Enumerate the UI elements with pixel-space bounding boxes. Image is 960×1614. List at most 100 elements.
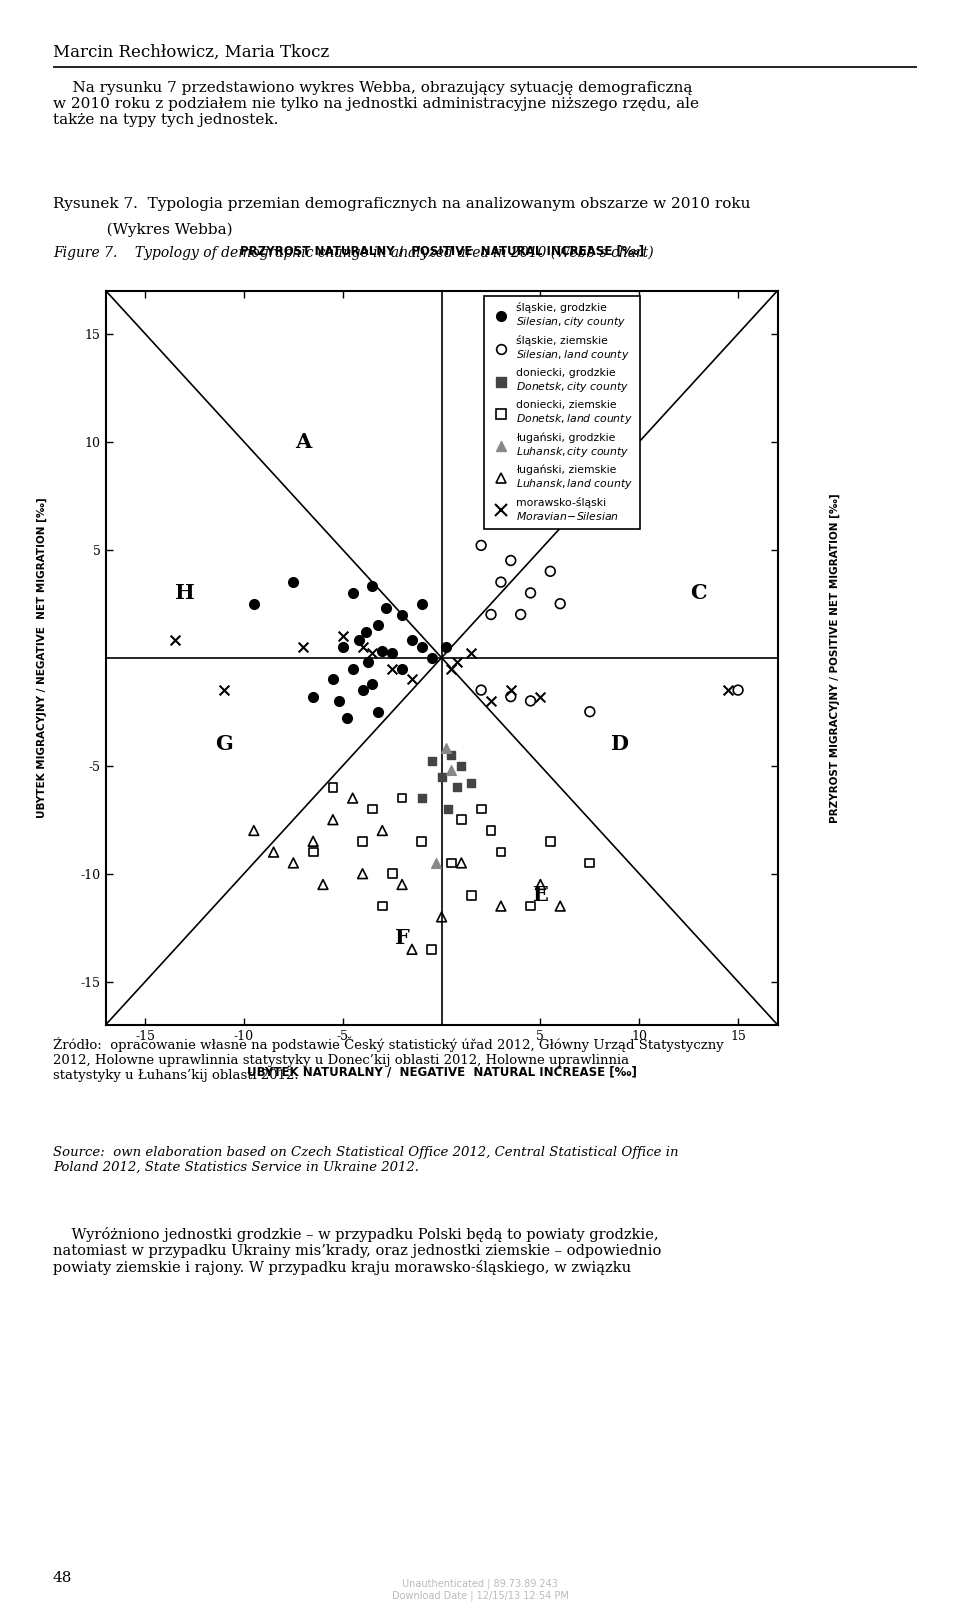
Point — [345, 579, 360, 605]
Point — [305, 839, 321, 865]
Point — [424, 644, 440, 671]
Point — [331, 688, 347, 713]
Point — [315, 872, 330, 897]
Text: A: A — [295, 431, 311, 452]
Point — [371, 612, 386, 638]
Point — [385, 655, 400, 681]
Text: PRZYROST MIGRACYJNY / POSITIVE NET MIGRATION [‰]: PRZYROST MIGRACYJNY / POSITIVE NET MIGRA… — [829, 492, 840, 823]
Point — [444, 851, 459, 876]
Point — [503, 547, 518, 573]
Point — [414, 828, 429, 854]
Point — [365, 671, 380, 697]
Point — [454, 851, 469, 876]
Point — [335, 623, 350, 649]
Text: Unauthenticated | 89.73.89.243
Download Date | 12/15/13 12:54 PM: Unauthenticated | 89.73.89.243 Download … — [392, 1578, 568, 1601]
Point — [395, 872, 410, 897]
Point — [440, 796, 455, 822]
Point — [335, 634, 350, 660]
Point — [351, 628, 367, 654]
Text: PRZYROST NATURALNY /  POSITIVE  NATURAL INCREASE [‰]: PRZYROST NATURALNY / POSITIVE NATURAL IN… — [240, 244, 643, 258]
Point — [523, 893, 539, 918]
Text: Marcin Rechłowicz, Maria Tkocz: Marcin Rechłowicz, Maria Tkocz — [53, 44, 329, 60]
Point — [449, 775, 465, 801]
Point — [438, 634, 453, 660]
Text: Na rysunku 7 przedstawiono wykres Webba, obrazujący sytuację demograficzną
w 201: Na rysunku 7 przedstawiono wykres Webba,… — [53, 81, 699, 128]
Point — [296, 634, 311, 660]
Point — [473, 533, 489, 558]
Point — [523, 688, 539, 713]
Point — [464, 883, 479, 909]
Point — [464, 770, 479, 796]
Text: D: D — [611, 734, 629, 754]
Point — [553, 893, 568, 918]
Point — [414, 784, 429, 810]
Point — [371, 699, 386, 725]
Point — [355, 678, 371, 704]
Point — [404, 628, 420, 654]
Point — [404, 936, 420, 962]
Point — [246, 818, 261, 844]
Point — [345, 655, 360, 681]
Text: Figure 7.    Typology of demographic change in analyzed area in 2010 (Webb’s cha: Figure 7. Typology of demographic change… — [53, 245, 654, 260]
Point — [286, 851, 301, 876]
Point — [365, 573, 380, 599]
Text: F: F — [395, 928, 410, 949]
Point — [444, 742, 459, 768]
Point — [483, 602, 498, 628]
Point — [553, 591, 568, 617]
Point — [374, 818, 390, 844]
Point — [345, 784, 360, 810]
Point — [493, 570, 509, 596]
Point — [493, 893, 509, 918]
Point — [503, 678, 518, 704]
Point — [493, 839, 509, 865]
Point — [305, 828, 321, 854]
Point — [365, 641, 380, 667]
Point — [365, 796, 380, 822]
Text: G: G — [215, 734, 233, 754]
Point — [483, 688, 498, 713]
Point — [266, 839, 281, 865]
Point — [355, 634, 371, 660]
Point — [483, 818, 498, 844]
Point — [542, 558, 558, 584]
Point — [414, 634, 429, 660]
Point — [513, 602, 528, 628]
Point — [395, 784, 410, 810]
Text: B: B — [551, 431, 569, 452]
Point — [339, 705, 354, 731]
Text: Rysunek 7.  Typologia przemian demograficznych na analizowanym obszarze w 2010 r: Rysunek 7. Typologia przemian demografic… — [53, 197, 751, 211]
Point — [731, 678, 746, 704]
Point — [395, 602, 410, 628]
Point — [325, 775, 341, 801]
Text: Wyróżniono jednostki grodzkie – w przypadku Polski będą to powiaty grodzkie,
nat: Wyróżniono jednostki grodzkie – w przypa… — [53, 1227, 661, 1275]
Point — [454, 752, 469, 778]
Point — [361, 649, 376, 675]
Point — [533, 684, 548, 710]
Point — [286, 570, 301, 596]
Text: UBYTEK NATURALNY /  NEGATIVE  NATURAL INCREASE [‰]: UBYTEK NATURALNY / NEGATIVE NATURAL INCR… — [247, 1065, 636, 1078]
Point — [246, 591, 261, 617]
Point — [464, 641, 479, 667]
Text: Źródło:  opracowanie własne na podstawie Český statistický úřad 2012, Główny Urz: Źródło: opracowanie własne na podstawie … — [53, 1036, 724, 1081]
Text: E: E — [533, 886, 548, 905]
Legend: śląskie, grodzkie
$\mathit{Silesian, city\ county}$, śląskie, ziemskie
$\mathit{: śląskie, grodzkie $\mathit{Silesian, cit… — [484, 295, 640, 529]
Point — [404, 667, 420, 692]
Point — [444, 655, 459, 681]
Point — [473, 796, 489, 822]
Point — [473, 678, 489, 704]
Point — [385, 860, 400, 886]
Point — [428, 851, 444, 876]
Point — [374, 893, 390, 918]
Point — [503, 684, 518, 710]
Point — [444, 757, 459, 783]
Point — [385, 641, 400, 667]
Point — [378, 596, 394, 621]
Point — [434, 904, 449, 930]
Text: H: H — [175, 583, 195, 604]
Text: C: C — [690, 583, 707, 604]
Point — [424, 936, 440, 962]
Point — [355, 828, 371, 854]
Point — [523, 579, 539, 605]
Point — [217, 678, 232, 704]
